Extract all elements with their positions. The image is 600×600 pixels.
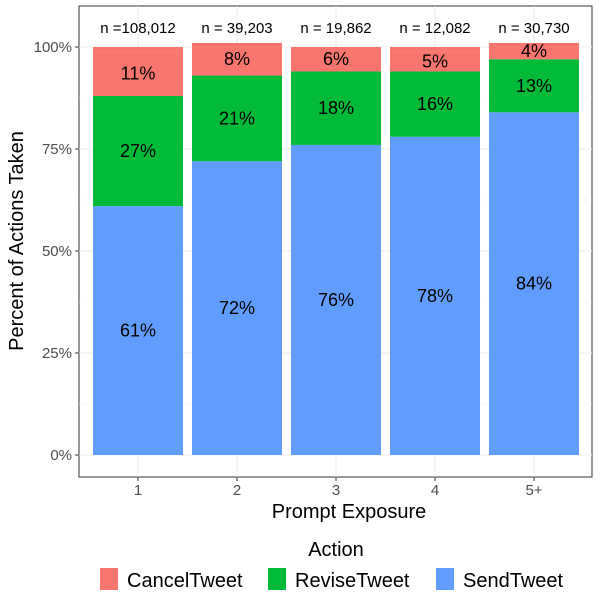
bar-canceltweet-2 — [192, 42, 282, 76]
legend: CancelTweet ReviseTweet SendTweet — [100, 568, 564, 592]
bar-sendtweet-5 — [489, 112, 579, 455]
x-axis-title: Prompt Exposure — [272, 501, 427, 523]
data-label-sendtweet-4: 78% — [417, 286, 453, 306]
data-label-canceltweet-1: 11% — [121, 64, 156, 84]
bar-sendtweet-2 — [192, 161, 282, 456]
legend-label-revisetweet: ReviseTweet — [295, 570, 410, 592]
y-axis-title: Percent of Actions Taken — [6, 131, 28, 351]
data-label-sendtweet-2: 72% — [219, 298, 255, 318]
legend-title: Action — [308, 539, 364, 561]
y-tick-label: 0% — [50, 447, 72, 464]
sample-size-label-4: n = 12,082 — [399, 20, 470, 37]
bar-sendtweet-3 — [291, 144, 381, 456]
y-tick-label: 75% — [42, 141, 72, 158]
x-tick-label: 2 — [233, 482, 241, 499]
y-tick-label: 50% — [42, 243, 72, 260]
bar-revisetweet-1 — [93, 95, 183, 207]
data-label-revisetweet-2: 21% — [219, 108, 255, 128]
legend-swatch-canceltweet — [100, 568, 118, 590]
data-label-sendtweet-1: 61% — [120, 321, 156, 341]
data-label-sendtweet-3: 76% — [318, 290, 354, 310]
bar-canceltweet-5 — [489, 42, 579, 60]
sample-size-label-5: n = 30,730 — [498, 20, 569, 37]
bar-canceltweet-1 — [93, 51, 183, 96]
x-tick-label: 4 — [431, 482, 439, 499]
bars — [93, 42, 579, 456]
data-label-sendtweet-5: 84% — [516, 274, 552, 294]
bar-revisetweet-5 — [489, 59, 579, 113]
y-tick-label: 100% — [34, 39, 72, 56]
sample-size-label-3: n = 19,862 — [300, 20, 371, 37]
x-axis: 1 2 3 4 5+ — [134, 477, 543, 499]
bar-canceltweet-3 — [291, 47, 381, 72]
legend-swatch-revisetweet — [268, 568, 286, 590]
data-label-revisetweet-4: 16% — [417, 94, 453, 114]
segment-labels: 61% 27% 11% 72% 21% 8% 76% 18% 6% 78% 16% 5% 84% 13% 4… — [120, 41, 552, 340]
n-labels: n =108,012 n = 39,203 n = 19,862 n = 12,082… — [100, 20, 569, 37]
bar-revisetweet-3 — [291, 71, 381, 145]
bar-revisetweet-2 — [192, 75, 282, 162]
data-label-revisetweet-3: 18% — [318, 98, 354, 118]
x-tick-label: 5+ — [525, 482, 542, 499]
legend-label-canceltweet: CancelTweet — [127, 570, 243, 592]
sample-size-label-1: n =108,012 — [100, 20, 176, 37]
x-tick-label: 1 — [134, 482, 142, 499]
bar-fill-top-1 — [93, 47, 183, 52]
x-tick-label: 3 — [332, 482, 340, 499]
bar-revisetweet-4 — [390, 71, 480, 137]
bar-sendtweet-4 — [390, 136, 480, 455]
data-label-canceltweet-5: 4% — [521, 41, 547, 61]
y-tick-label: 25% — [42, 345, 72, 362]
data-label-canceltweet-3: 6% — [323, 49, 349, 69]
data-label-revisetweet-1: 27% — [120, 141, 156, 161]
bar-sendtweet-1 — [93, 206, 183, 455]
bar-fill-top-4 — [390, 47, 480, 52]
bar-canceltweet-4 — [390, 51, 480, 72]
y-axis: 0% 25% 50% 75% 100% — [34, 39, 79, 464]
legend-swatch-sendtweet — [436, 568, 454, 590]
data-label-revisetweet-5: 13% — [516, 76, 552, 96]
data-label-canceltweet-2: 8% — [224, 49, 250, 69]
legend-label-sendtweet: SendTweet — [463, 570, 564, 592]
sample-size-label-2: n = 39,203 — [201, 20, 272, 37]
data-label-canceltweet-4: 5% — [422, 51, 448, 71]
